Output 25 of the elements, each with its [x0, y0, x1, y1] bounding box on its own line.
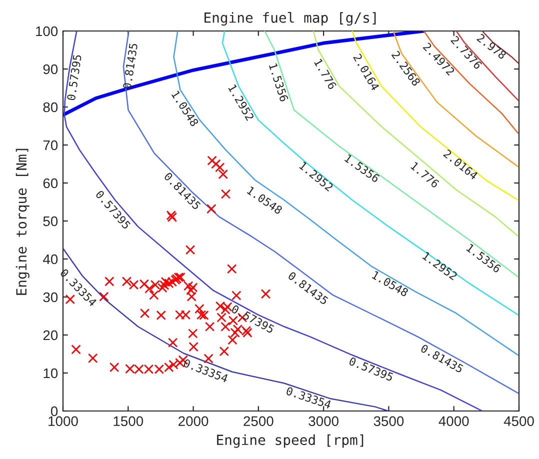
y-tick-label: 0 [50, 406, 58, 416]
x-tick-label: 2500 [244, 416, 274, 426]
y-tick-label: 40 [43, 254, 58, 264]
x-tick-label: 1500 [114, 416, 144, 426]
chart-title: Engine fuel map [g/s] [204, 12, 376, 26]
x-axis-title: Engine speed [rpm] [217, 434, 364, 448]
y-tick-label: 30 [43, 292, 58, 302]
line-series [423, 31, 519, 134]
y-tick-label: 10 [44, 368, 58, 378]
x-tick-label: 4500 [504, 416, 534, 426]
y-tick-label: 50 [43, 216, 58, 226]
y-tick-label: 100 [36, 26, 58, 36]
annotation: 0.57395 [66, 54, 82, 101]
y-axis-title: Engine torque [Nm] [16, 148, 30, 295]
x-tick-label: 4000 [438, 416, 469, 426]
y-tick-label: 20 [43, 330, 58, 340]
y-tick-label: 90 [43, 64, 58, 74]
y-tick-label: 70 [43, 140, 58, 150]
x-tick-label: 1000 [48, 416, 78, 426]
x-tick-label: 2000 [178, 416, 208, 426]
y-tick-label: 60 [43, 178, 58, 188]
y-tick-label: 80 [43, 102, 58, 112]
annotation: 0.81435 [122, 43, 138, 90]
x-tick-label: 3500 [374, 416, 404, 426]
x-tick-label: 3000 [308, 416, 338, 426]
